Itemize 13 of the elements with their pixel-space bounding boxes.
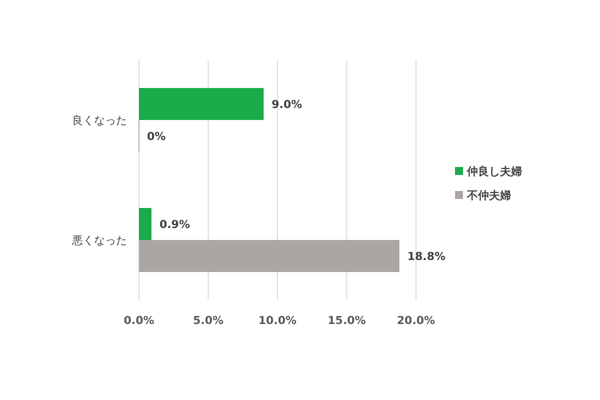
data-label: 9.0% [272, 98, 302, 111]
y-tick-label: 良くなった [72, 114, 127, 127]
legend-label: 不仲夫婦 [466, 189, 511, 202]
y-tick-label: 悪くなった [71, 234, 127, 247]
x-tick-label: 20.0% [396, 314, 436, 327]
data-label: 0.9% [159, 218, 190, 231]
data-label: 0% [147, 130, 166, 143]
x-tick-label: 15.0% [328, 314, 366, 327]
x-tick-label: 5.0% [192, 314, 224, 327]
legend-label: 仲良し夫婦 [466, 165, 522, 178]
x-tick-label: 0.0% [124, 314, 154, 327]
x-tick-label: 10.0% [258, 314, 297, 327]
data-label: 18.8% [407, 250, 446, 263]
